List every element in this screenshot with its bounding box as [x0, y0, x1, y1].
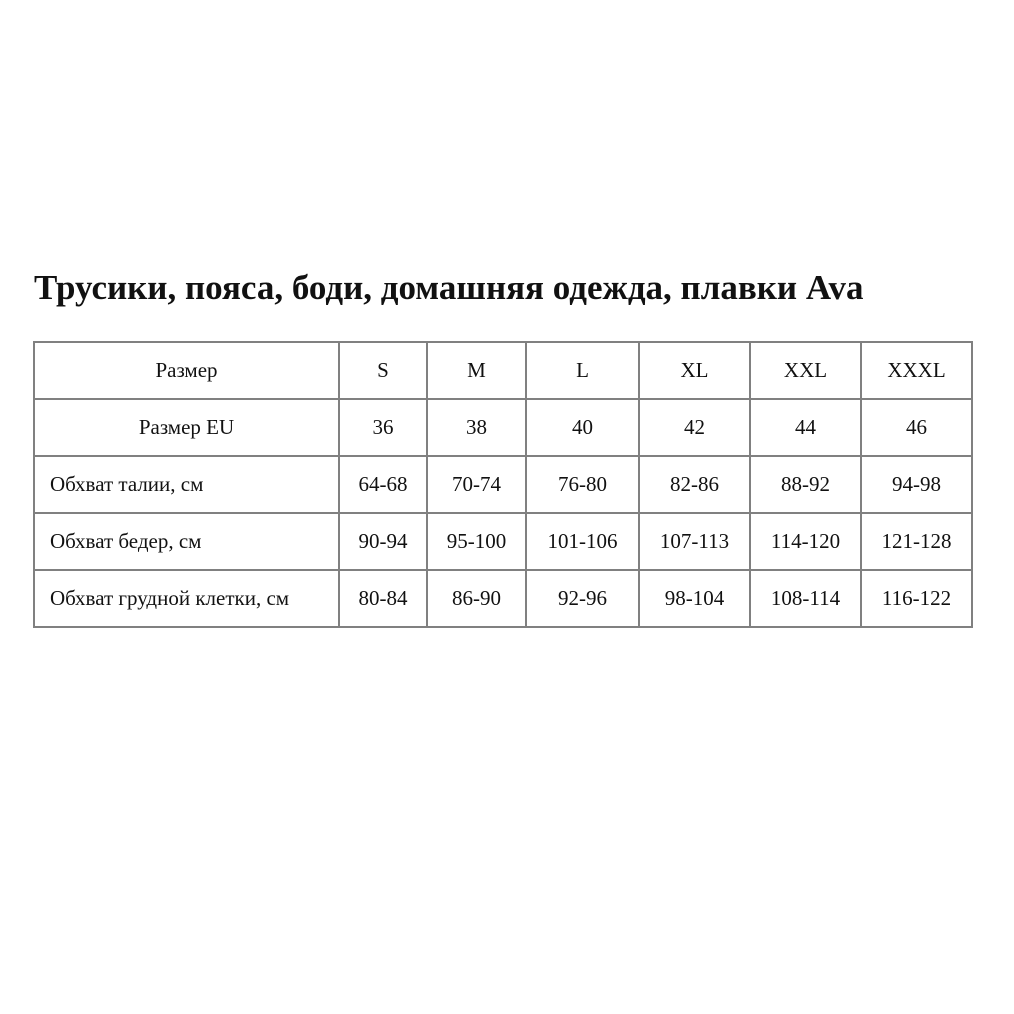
row-label: Обхват талии, см	[33, 455, 340, 514]
size-header-cell: XXL	[749, 341, 862, 400]
table-cell: 64-68	[338, 455, 428, 514]
table-cell: 42	[638, 398, 751, 457]
table-cell: 86-90	[426, 569, 527, 628]
size-chart-table: Размер S M L XL XXL XXXL Размер EU 36 38 40 42 44 46 О…	[33, 341, 973, 628]
table-cell: 107-113	[638, 512, 751, 571]
row-label: Обхват бедер, см	[33, 512, 340, 571]
table-cell: 36	[338, 398, 428, 457]
table-cell: 98-104	[638, 569, 751, 628]
table-cell: 38	[426, 398, 527, 457]
table-row: Размер S M L XL XXL XXXL	[33, 341, 973, 400]
table-cell: 46	[860, 398, 973, 457]
table-cell: 40	[525, 398, 640, 457]
table-row: Обхват бедер, см 90-94 95-100 101-106 107-11…	[33, 512, 973, 571]
table-row: Обхват грудной клетки, см 80-84 86-90 92-96…	[33, 569, 973, 628]
size-header-cell: L	[525, 341, 640, 400]
row-label: Обхват грудной клетки, см	[33, 569, 340, 628]
table-cell: 114-120	[749, 512, 862, 571]
table-cell: 94-98	[860, 455, 973, 514]
row-label: Размер EU	[33, 398, 340, 457]
table-row: Обхват талии, см 64-68 70-74 76-80 82-86 88-9…	[33, 455, 973, 514]
table-cell: 80-84	[338, 569, 428, 628]
table-cell: 101-106	[525, 512, 640, 571]
table-cell: 92-96	[525, 569, 640, 628]
size-header-cell: S	[338, 341, 428, 400]
page-title: Трусики, пояса, боди, домашняя одежда, п…	[34, 268, 864, 307]
table-cell: 116-122	[860, 569, 973, 628]
size-header-cell: XXXL	[860, 341, 973, 400]
row-label: Размер	[33, 341, 340, 400]
table-cell: 82-86	[638, 455, 751, 514]
table-cell: 121-128	[860, 512, 973, 571]
table-row: Размер EU 36 38 40 42 44 46	[33, 398, 973, 457]
table-cell: 108-114	[749, 569, 862, 628]
table-cell: 70-74	[426, 455, 527, 514]
table-cell: 76-80	[525, 455, 640, 514]
table-cell: 88-92	[749, 455, 862, 514]
size-header-cell: XL	[638, 341, 751, 400]
table-cell: 90-94	[338, 512, 428, 571]
table-cell: 44	[749, 398, 862, 457]
size-header-cell: M	[426, 341, 527, 400]
table-cell: 95-100	[426, 512, 527, 571]
